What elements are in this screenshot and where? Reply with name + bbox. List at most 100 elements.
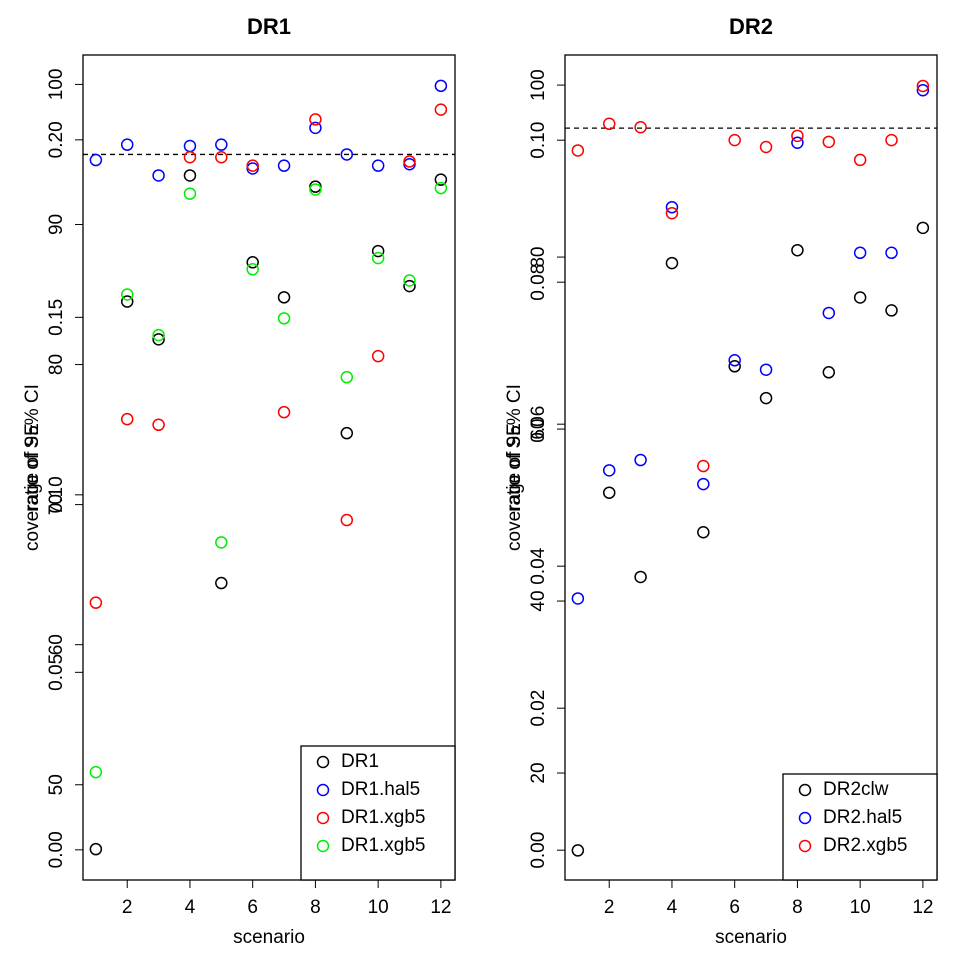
point: [89, 765, 103, 779]
point: [697, 477, 710, 491]
point: [371, 244, 385, 258]
point: [309, 183, 322, 196]
point: [697, 526, 710, 539]
legend-marker: [798, 839, 812, 853]
y-axis-label: coverage of 95% CI: [504, 384, 525, 551]
point: [183, 169, 197, 182]
y-tick-label: 20: [528, 762, 549, 783]
point: [571, 844, 585, 857]
x-tick-label: 10: [850, 897, 871, 918]
point: [403, 274, 416, 287]
point: [152, 333, 165, 346]
x-tick-label: 2: [604, 897, 615, 918]
chart-title: DR1: [247, 14, 291, 39]
point: [634, 570, 647, 584]
point: [120, 288, 134, 301]
y2-tick-label: 0.00: [46, 831, 67, 868]
point: [791, 129, 804, 143]
point: [403, 155, 416, 168]
point: [340, 426, 354, 440]
legend-label: DR1.hal5: [341, 779, 420, 800]
point: [822, 135, 836, 149]
point: [120, 412, 134, 426]
y-tick-label: 80: [528, 247, 549, 268]
y-tick-label: 40: [528, 590, 549, 611]
y-tick-label: 100: [46, 69, 67, 101]
x-tick-label: 12: [912, 897, 933, 918]
x-tick-label: 6: [247, 897, 258, 918]
point: [246, 159, 259, 172]
point: [759, 140, 773, 154]
point: [697, 459, 710, 473]
point: [665, 206, 679, 220]
point: [120, 295, 134, 308]
legend-marker: [316, 783, 330, 797]
x-tick-label: 2: [122, 897, 133, 918]
x-tick-label: 4: [667, 897, 678, 918]
point: [246, 256, 259, 269]
y2-tick-label: 0.02: [528, 690, 549, 727]
legend-marker: [798, 811, 812, 825]
legend-label: DR1.xgb5: [341, 835, 426, 856]
y-axis-label: coverage of 95% CI: [22, 384, 43, 551]
point: [916, 79, 930, 93]
point: [89, 596, 103, 609]
point: [916, 221, 930, 235]
point: [152, 418, 165, 432]
x-tick-label: 10: [368, 897, 389, 918]
chart-title: DR2: [729, 14, 773, 39]
legend-label: DR1: [341, 751, 379, 772]
point: [728, 354, 741, 367]
point: [665, 256, 679, 270]
point: [602, 117, 616, 131]
point: [340, 370, 354, 384]
point: [434, 181, 448, 195]
y-tick-label: 50: [46, 774, 67, 795]
point: [371, 159, 385, 172]
point: [728, 360, 741, 373]
legend-label: DR1.xgb5: [341, 807, 426, 828]
legend-marker: [798, 783, 812, 797]
y2-tick-label: 0.06: [528, 406, 549, 443]
legend-marker: [316, 839, 330, 853]
legend-marker: [316, 755, 330, 769]
point: [215, 536, 228, 549]
y-tick-label: 60: [46, 634, 67, 655]
x-tick-label: 8: [792, 897, 803, 918]
point: [246, 263, 259, 276]
y-tick-label: 80: [46, 354, 67, 375]
point: [120, 138, 134, 151]
y2-axis-label: ratio of SE: [22, 423, 43, 512]
point: [434, 173, 448, 186]
legend-label: DR2.xgb5: [823, 835, 908, 856]
point: [822, 306, 836, 320]
point: [403, 279, 416, 293]
point: [728, 133, 741, 147]
point: [602, 464, 616, 477]
y-tick-label: 90: [46, 214, 67, 235]
point: [340, 513, 354, 527]
legend-box: [782, 773, 938, 881]
point: [434, 103, 448, 116]
point: [277, 291, 291, 304]
y2-tick-label: 0.10: [528, 122, 549, 159]
x-tick-label: 8: [310, 897, 321, 918]
point: [152, 169, 165, 182]
point: [89, 842, 103, 856]
point: [885, 133, 898, 147]
point: [885, 246, 898, 260]
point: [371, 251, 385, 265]
plot-frame: [82, 54, 456, 881]
point: [183, 150, 197, 164]
point: [571, 144, 585, 157]
y2-tick-label: 0.00: [528, 832, 549, 869]
point: [853, 153, 867, 167]
point: [183, 187, 197, 200]
x-tick-label: 4: [185, 897, 196, 918]
y-tick-label: 60: [528, 418, 549, 439]
point: [277, 405, 291, 419]
point: [602, 486, 616, 499]
point: [215, 150, 228, 164]
point: [434, 79, 448, 93]
point: [791, 136, 804, 149]
